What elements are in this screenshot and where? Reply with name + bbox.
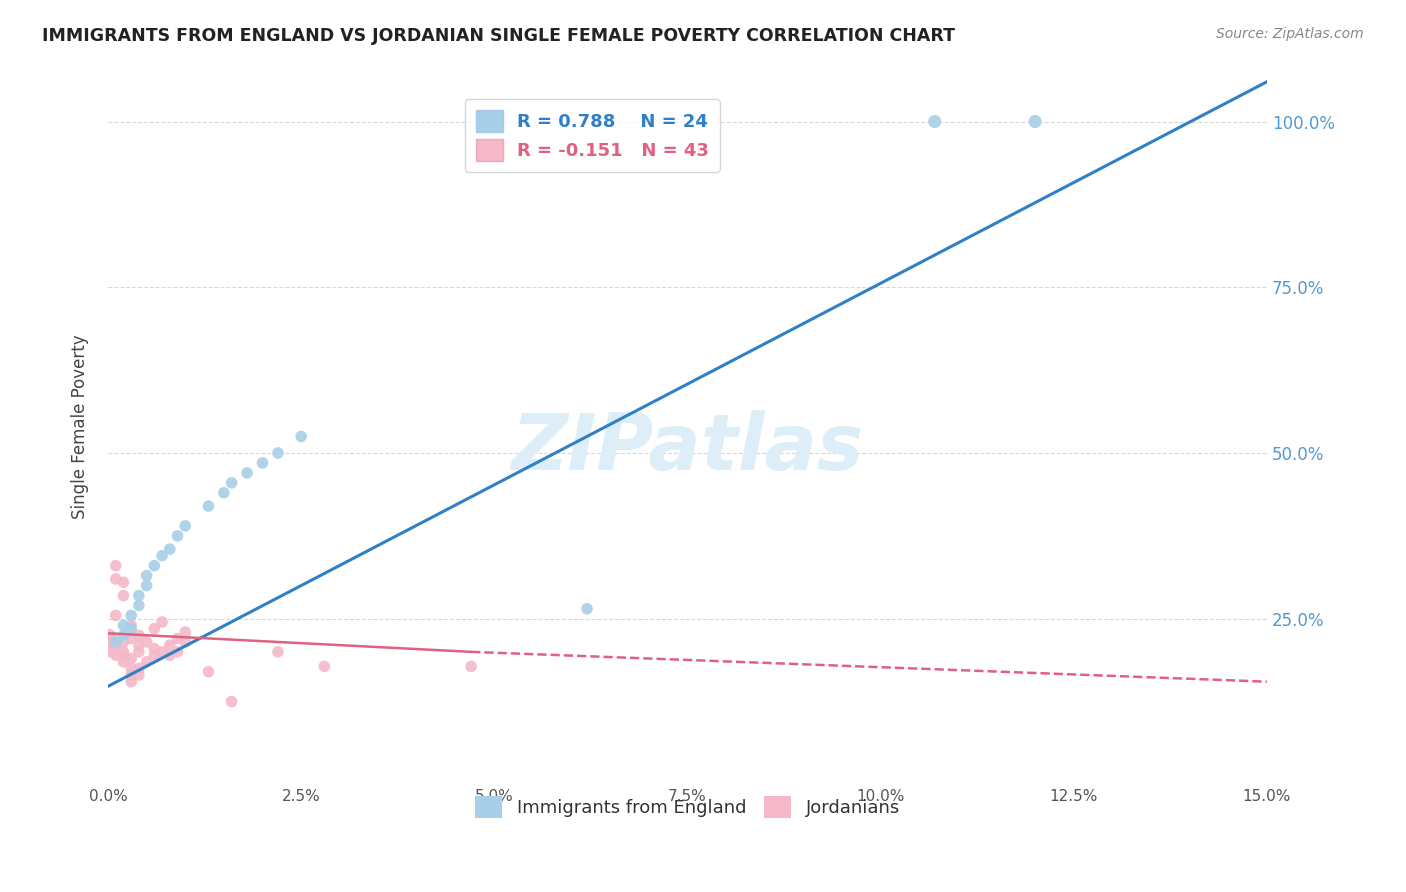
Point — [120, 651, 142, 665]
Point — [221, 695, 243, 709]
Point — [174, 635, 197, 649]
Point — [120, 632, 142, 646]
Point — [112, 628, 135, 642]
Point — [128, 638, 150, 652]
Point — [128, 628, 150, 642]
Point — [143, 648, 166, 662]
Point — [143, 641, 166, 656]
Point — [112, 635, 135, 649]
Text: ZIPatlas: ZIPatlas — [512, 410, 863, 486]
Point — [128, 645, 150, 659]
Point — [159, 648, 181, 662]
Point — [212, 485, 235, 500]
Point — [120, 608, 142, 623]
Point — [104, 648, 127, 662]
Point — [135, 655, 157, 669]
Point — [104, 635, 127, 649]
Point — [104, 558, 127, 573]
Point — [290, 429, 312, 443]
Point — [221, 475, 243, 490]
Point — [166, 632, 188, 646]
Point — [112, 618, 135, 632]
Point — [135, 578, 157, 592]
Point — [159, 638, 181, 652]
Point — [197, 665, 219, 679]
Point — [135, 635, 157, 649]
Point — [97, 632, 120, 646]
Text: Source: ZipAtlas.com: Source: ZipAtlas.com — [1216, 27, 1364, 41]
Point — [924, 114, 946, 128]
Point — [314, 659, 336, 673]
Point — [174, 519, 197, 533]
Point — [166, 645, 188, 659]
Point — [143, 558, 166, 573]
Point — [120, 661, 142, 675]
Point — [1024, 114, 1046, 128]
Point — [143, 622, 166, 636]
Point — [120, 622, 142, 636]
Point — [576, 601, 599, 615]
Point — [150, 615, 173, 629]
Point — [267, 645, 290, 659]
Point — [128, 599, 150, 613]
Point — [112, 589, 135, 603]
Point — [197, 499, 219, 513]
Point — [112, 655, 135, 669]
Point — [120, 674, 142, 689]
Text: IMMIGRANTS FROM ENGLAND VS JORDANIAN SINGLE FEMALE POVERTY CORRELATION CHART: IMMIGRANTS FROM ENGLAND VS JORDANIAN SIN… — [42, 27, 955, 45]
Y-axis label: Single Female Poverty: Single Female Poverty — [72, 334, 89, 519]
Point — [104, 572, 127, 586]
Point — [236, 466, 259, 480]
Point — [104, 641, 127, 656]
Point — [460, 659, 482, 673]
Point — [135, 568, 157, 582]
Point — [166, 529, 188, 543]
Point — [112, 648, 135, 662]
Point — [112, 575, 135, 590]
Point — [174, 624, 197, 639]
Legend: Immigrants from England, Jordanians: Immigrants from England, Jordanians — [468, 789, 907, 825]
Point — [104, 608, 127, 623]
Point — [128, 661, 150, 675]
Point — [267, 446, 290, 460]
Point — [150, 645, 173, 659]
Point — [128, 589, 150, 603]
Point — [128, 668, 150, 682]
Point — [97, 638, 120, 652]
Point — [252, 456, 274, 470]
Point — [112, 645, 135, 659]
Point — [159, 542, 181, 557]
Point — [120, 668, 142, 682]
Point — [104, 635, 127, 649]
Point — [120, 618, 142, 632]
Point — [150, 549, 173, 563]
